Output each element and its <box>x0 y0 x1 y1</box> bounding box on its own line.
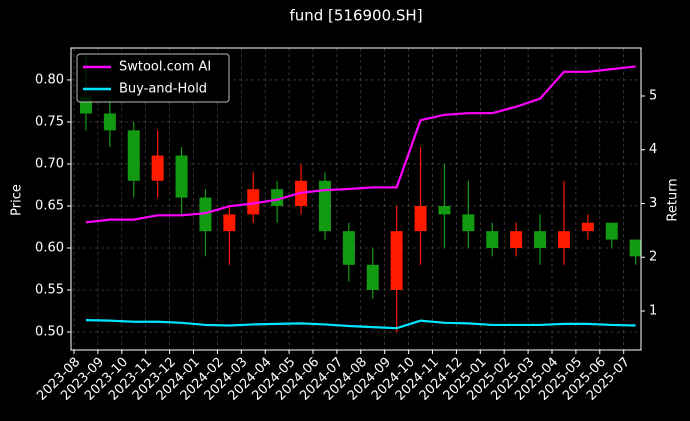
y2-tick-label: 4 <box>649 142 657 157</box>
y-tick-label: 0.70 <box>35 156 64 171</box>
candle-body <box>127 130 140 181</box>
candle-body <box>318 180 331 232</box>
candle-body <box>414 205 427 232</box>
candle-body <box>342 231 355 265</box>
y-tick-label: 0.80 <box>35 72 64 87</box>
candle-body <box>271 189 284 206</box>
legend-label: Swtool.com AI <box>119 60 211 75</box>
candle-body <box>581 222 594 232</box>
candle-body <box>223 214 236 232</box>
y-tick-label: 0.50 <box>35 325 64 340</box>
chart-title: fund [516900.SH] <box>289 7 422 25</box>
y-tick-label: 0.65 <box>35 198 64 213</box>
plot-frame <box>70 47 642 351</box>
candle-body <box>462 214 475 232</box>
y2-axis-label: Return <box>666 178 681 221</box>
y2-tick-label: 2 <box>649 250 657 265</box>
candle-body <box>366 264 379 291</box>
y2-tick-label: 5 <box>649 88 657 103</box>
candle-body <box>247 189 260 215</box>
legend-label: Buy-and-Hold <box>119 82 207 97</box>
line-series <box>85 319 636 330</box>
candle-body <box>486 231 499 248</box>
candle-body <box>390 231 403 291</box>
candle-body <box>629 239 642 257</box>
candle-body <box>175 155 188 198</box>
candle-body <box>199 197 212 232</box>
candle-body <box>438 205 451 215</box>
y-axis-label: Price <box>10 184 25 216</box>
candle-body <box>510 231 523 248</box>
line-series <box>85 65 636 224</box>
y2-tick-label: 3 <box>649 196 657 211</box>
y2-tick-label: 1 <box>649 303 657 318</box>
legend-box <box>76 53 230 103</box>
candle-body <box>534 231 547 248</box>
y-tick-label: 0.75 <box>35 114 64 129</box>
y-tick-label: 0.55 <box>35 283 64 298</box>
candle-body <box>151 155 164 181</box>
candle-body <box>605 222 618 240</box>
candle-body <box>557 231 570 248</box>
candle-body <box>103 113 116 131</box>
y-tick-label: 0.60 <box>35 240 64 255</box>
